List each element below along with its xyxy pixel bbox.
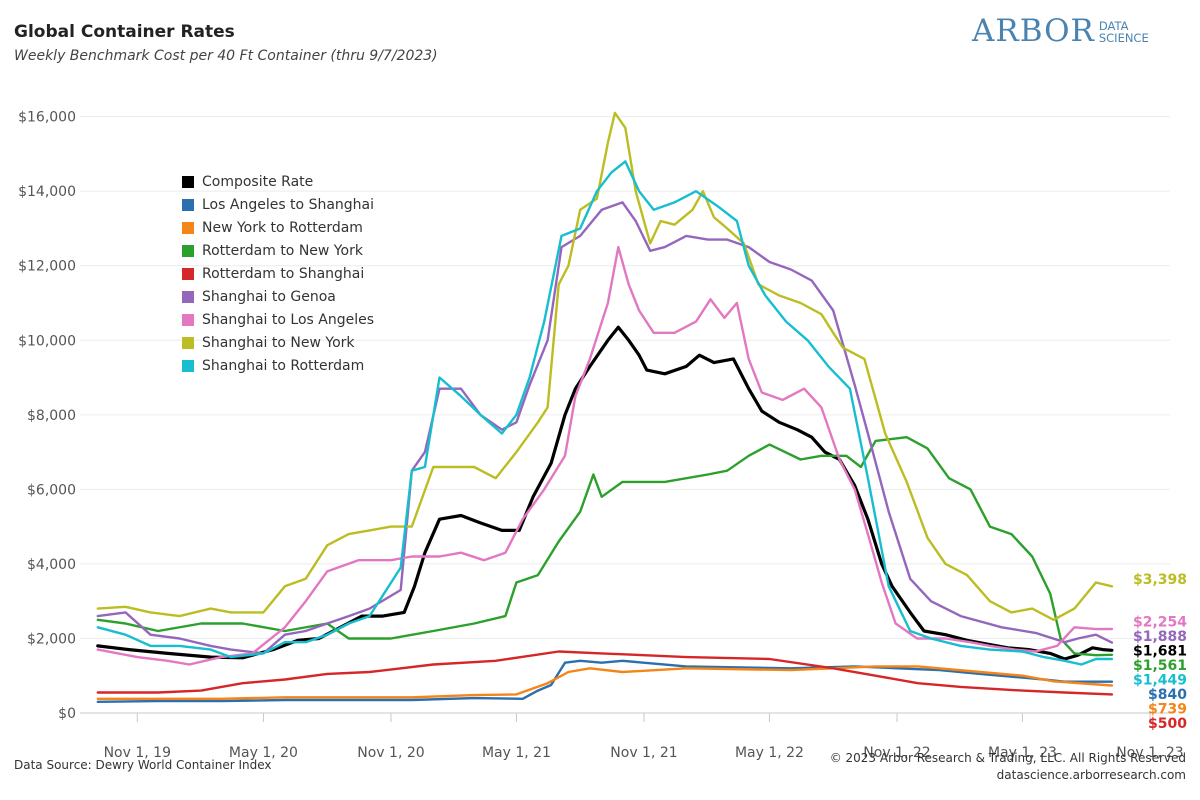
arbor-logo: ARBOR DATA SCIENCE: [972, 16, 1149, 47]
series-line-shanghai-to-rotterdam: [96, 160, 1114, 666]
end-value-label: $1,561: [1133, 658, 1187, 674]
legend-label: New York to Rotterdam: [202, 219, 363, 236]
y-tick-label: $14,000: [18, 184, 76, 200]
series-line-shanghai-to-genoa: [96, 201, 1114, 655]
legend-item[interactable]: Shanghai to New York: [182, 331, 374, 354]
x-axis: Nov 1, 19 May 1, 20 Nov 1, 20 May 1, 21 Nov …: [104, 713, 1184, 761]
y-tick-label: $8,000: [27, 408, 76, 424]
chart-title: Global Container Rates: [14, 22, 235, 42]
legend-item[interactable]: Los Angeles to Shanghai: [182, 193, 374, 216]
y-tick-label: $16,000: [18, 110, 76, 126]
legend-label: Rotterdam to Shanghai: [202, 265, 365, 282]
legend-item[interactable]: Shanghai to Genoa: [182, 285, 374, 308]
end-value-label: $1,449: [1133, 673, 1187, 689]
legend-swatch: [182, 244, 194, 257]
legend-item[interactable]: Composite Rate: [182, 170, 374, 193]
logo-sub-line2: SCIENCE: [1098, 30, 1149, 45]
legend-swatch: [182, 290, 194, 303]
y-tick-label: $2,000: [27, 631, 76, 647]
end-value-label: $1,681: [1133, 644, 1187, 660]
x-tick-label: May 1, 23: [988, 745, 1057, 761]
logo-sub-line1: DATA: [1098, 18, 1129, 33]
data-source: Data Source: Dewry World Container Index: [14, 758, 272, 772]
y-tick-label: $4,000: [27, 557, 76, 573]
legend-swatch: [182, 336, 194, 349]
end-value-label: $840: [1148, 687, 1187, 703]
footer-credits: © 2023 Arbor Research & Trading, LLC. Al…: [830, 750, 1186, 784]
legend-swatch: [182, 267, 194, 280]
x-tick-label: Nov 1, 21: [610, 745, 677, 761]
copyright-text: © 2023 Arbor Research & Trading, LLC. Al…: [829, 751, 1186, 765]
end-value-label: $739: [1148, 702, 1187, 718]
x-tick-label: May 1, 20: [229, 745, 298, 761]
legend-item[interactable]: New York to Rotterdam: [182, 216, 374, 239]
legend-swatch: [182, 313, 194, 326]
y-tick-label: $6,000: [27, 482, 76, 498]
series-line-rotterdam-to-new-york: [96, 436, 1114, 657]
legend: Composite Rate Los Angeles to Shanghai New…: [182, 170, 374, 377]
end-value-label: $500: [1148, 716, 1187, 732]
legend-item[interactable]: Shanghai to Los Angeles: [182, 308, 374, 331]
website-link[interactable]: datascience.arborresearch.com: [996, 768, 1186, 782]
legend-swatch: [182, 175, 194, 188]
series-line-composite-rate: [96, 325, 1114, 661]
end-labels: $3,398 $2,254$1,888$1,681$1,561$1,449$840…: [1133, 572, 1187, 732]
chart-subtitle: Weekly Benchmark Cost per 40 Ft Containe…: [14, 48, 438, 64]
series-line-rotterdam-to-shanghai: [96, 650, 1114, 696]
end-value-label: $1,888: [1133, 629, 1187, 645]
legend-label: Shanghai to Rotterdam: [202, 357, 365, 374]
legend-item[interactable]: Shanghai to Rotterdam: [182, 354, 374, 377]
legend-label: Los Angeles to Shanghai: [202, 196, 375, 213]
x-tick-label: May 1, 22: [735, 745, 804, 761]
x-tick-label: Nov 1, 19: [104, 745, 171, 761]
legend-swatch: [182, 198, 194, 211]
y-axis: $0 $2,000 $4,000 $6,000 $8,000 $10,000 $12,000…: [18, 110, 76, 722]
end-value-label: $2,254: [1133, 615, 1187, 631]
y-tick-label: $10,000: [18, 333, 76, 349]
series-lines: [96, 111, 1114, 703]
y-tick-label: $0: [58, 706, 76, 722]
logo-main-text: ARBOR: [972, 13, 1095, 49]
gridlines: [80, 116, 1170, 714]
x-tick-label: Nov 1, 20: [357, 745, 424, 761]
series-line-los-angeles-to-shanghai: [96, 659, 1114, 703]
legend-item[interactable]: Rotterdam to Shanghai: [182, 262, 374, 285]
x-tick-label: Nov 1, 22: [863, 745, 930, 761]
logo-sub-text: DATA SCIENCE: [1099, 20, 1149, 44]
legend-item[interactable]: Rotterdam to New York: [182, 239, 374, 262]
x-tick-label: Nov 1, 23: [1116, 745, 1183, 761]
legend-label: Rotterdam to New York: [202, 242, 363, 259]
series-line-shanghai-to-new-york: [96, 111, 1114, 621]
x-tick-label: May 1, 21: [482, 745, 551, 761]
legend-label: Shanghai to Los Angeles: [202, 311, 375, 328]
end-value-label: $3,398: [1133, 572, 1187, 588]
legend-swatch: [182, 221, 194, 234]
series-line-shanghai-to-los-angeles: [96, 245, 1114, 666]
legend-swatch: [182, 359, 194, 372]
legend-label: Composite Rate: [202, 173, 314, 190]
legend-label: Shanghai to New York: [202, 334, 355, 351]
series-line-new-york-to-rotterdam: [96, 665, 1114, 700]
y-tick-label: $12,000: [18, 259, 76, 275]
legend-label: Shanghai to Genoa: [202, 288, 336, 305]
